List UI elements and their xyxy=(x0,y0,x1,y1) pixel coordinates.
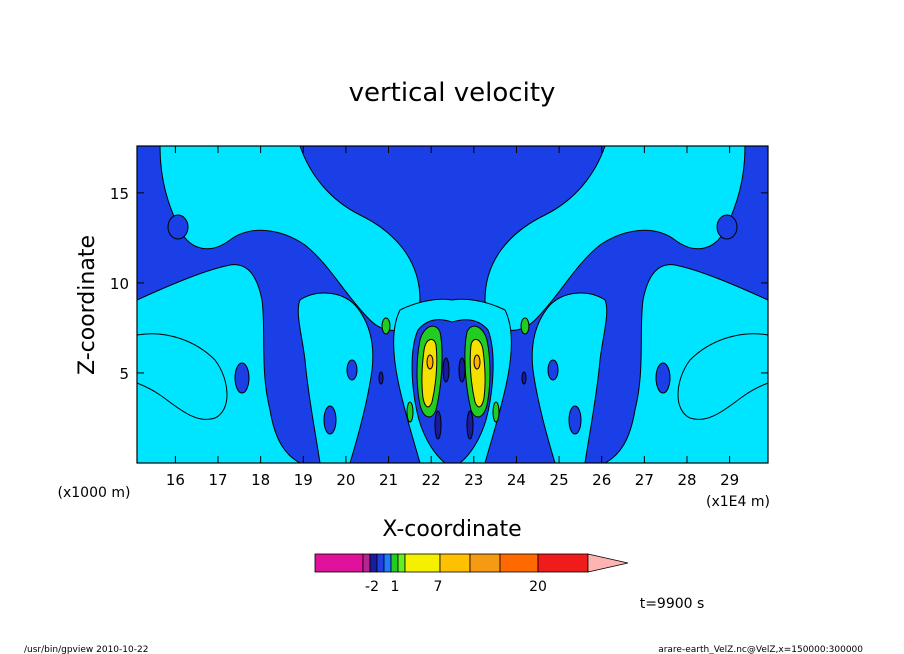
y-axis: 5 10 15 xyxy=(110,185,768,383)
colorbar-segment xyxy=(314,553,364,573)
contour-blob xyxy=(655,362,671,394)
y-tick-label: 15 xyxy=(110,185,129,203)
contour-navy xyxy=(521,371,527,385)
colorbar-label: 20 xyxy=(529,579,547,595)
contour-blob xyxy=(716,214,738,240)
contour-cyan-lower-left xyxy=(137,333,228,420)
contour-blob xyxy=(346,359,358,381)
x-tick-label: 21 xyxy=(379,471,398,489)
colorbar-label: 7 xyxy=(434,579,443,595)
colorbar-segment xyxy=(362,553,371,573)
y-unit-label: (x1000 m) xyxy=(58,485,131,501)
contour-navy xyxy=(442,357,450,383)
colorbar-label: 1 xyxy=(391,579,400,595)
x-axis: 16 17 18 19 20 21 22 23 24 25 26 27 28 29 xyxy=(166,146,739,489)
colorbar-arrow xyxy=(587,553,629,573)
contour-cyan-center-left xyxy=(297,292,374,463)
contour-navy xyxy=(434,410,442,440)
colorbar-segment xyxy=(390,553,399,573)
contour-navy xyxy=(378,371,384,385)
x-tick-label: 17 xyxy=(208,471,227,489)
x-tick-label: 16 xyxy=(166,471,185,489)
colorbar-labels: -2 1 7 20 xyxy=(365,579,547,595)
contour-cyan-upper-left xyxy=(159,146,421,331)
plot-frame xyxy=(136,145,769,464)
contour-green-blob xyxy=(520,317,530,335)
x-tick-label: 19 xyxy=(294,471,313,489)
x-unit-label: (x1E4 m) xyxy=(706,494,770,510)
contour-field xyxy=(137,146,768,463)
contour-cyan-right xyxy=(604,264,768,463)
x-tick-label: 25 xyxy=(550,471,569,489)
contour-blob xyxy=(167,214,189,240)
contour-cyan-lower-right xyxy=(677,333,768,420)
y-tick-label: 5 xyxy=(119,365,129,383)
x-tick-label: 26 xyxy=(592,471,611,489)
x-tick-label: 22 xyxy=(422,471,441,489)
x-axis-label: X-coordinate xyxy=(382,517,521,542)
footer-right: arare-earth_VelZ.nc@VelZ,x=150000:300000 xyxy=(658,645,863,654)
y-axis-label: Z-coordinate xyxy=(75,235,100,375)
contour-yellow-left xyxy=(421,338,438,408)
colorbar-segment xyxy=(383,553,392,573)
contour-blob xyxy=(234,362,250,394)
colorbar-segment xyxy=(376,553,385,573)
contour-green-blob xyxy=(381,317,391,335)
contour-blob xyxy=(323,405,337,435)
chart-title: vertical velocity xyxy=(349,78,556,108)
contour-navy xyxy=(466,410,474,440)
colorbar-label: -2 xyxy=(365,579,379,595)
contour-yellow-right xyxy=(469,338,486,408)
colorbar xyxy=(314,553,629,573)
footer-left: /usr/bin/gpview 2010-10-22 xyxy=(24,645,148,654)
colorbar-segment xyxy=(537,553,589,573)
colorbar-segment xyxy=(499,553,539,573)
contour-blob xyxy=(568,405,582,435)
contour-blob xyxy=(547,359,559,381)
colorbar-segment xyxy=(469,553,501,573)
x-tick-label: 24 xyxy=(507,471,526,489)
contour-orange-core xyxy=(426,354,434,370)
x-tick-label: 27 xyxy=(635,471,654,489)
x-tick-label: 29 xyxy=(720,471,739,489)
contour-cyan-left xyxy=(137,264,301,463)
time-label: t=9900 s xyxy=(640,596,705,612)
contour-cyan-center-right xyxy=(531,292,608,463)
colorbar-segment xyxy=(369,553,378,573)
colorbar-segment xyxy=(439,553,471,573)
x-tick-label: 28 xyxy=(677,471,696,489)
x-tick-label: 20 xyxy=(336,471,355,489)
contour-green-blob xyxy=(492,401,500,423)
contour-orange-core xyxy=(473,354,481,370)
colorbar-segment xyxy=(404,553,441,573)
x-tick-label: 23 xyxy=(464,471,483,489)
x-tick-label: 18 xyxy=(251,471,270,489)
contour-navy xyxy=(458,357,466,383)
colorbar-segment xyxy=(397,553,406,573)
contour-green-blob xyxy=(406,401,414,423)
contour-cyan-upper-right xyxy=(484,146,746,331)
y-tick-label: 10 xyxy=(110,275,129,293)
